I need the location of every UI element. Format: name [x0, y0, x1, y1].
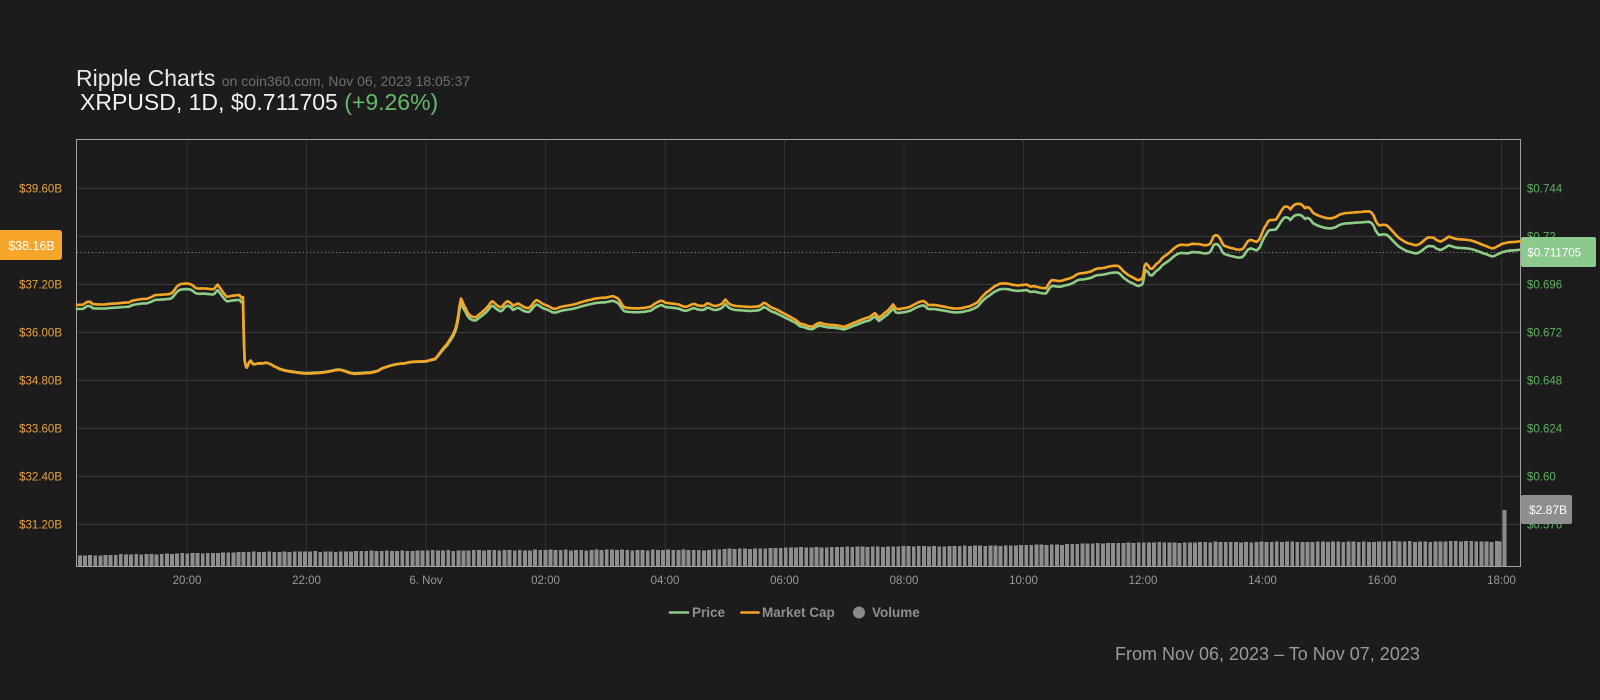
svg-text:Market Cap: Market Cap: [762, 605, 835, 620]
svg-text:02:00: 02:00: [531, 575, 560, 587]
svg-text:6. Nov: 6. Nov: [409, 575, 442, 587]
svg-text:20:00: 20:00: [173, 575, 202, 587]
svg-text:Price: Price: [692, 605, 726, 620]
svg-text:$0.60: $0.60: [1527, 472, 1556, 484]
svg-text:$2.87B: $2.87B: [1529, 503, 1567, 517]
svg-text:$0.624: $0.624: [1527, 424, 1563, 436]
svg-text:$37.20B: $37.20B: [19, 280, 62, 292]
svg-text:$0.711705: $0.711705: [1528, 247, 1582, 259]
svg-text:04:00: 04:00: [651, 575, 680, 587]
svg-text:14:00: 14:00: [1248, 575, 1277, 587]
svg-text:$32.40B: $32.40B: [19, 472, 62, 484]
svg-text:$38.16B: $38.16B: [8, 239, 55, 253]
svg-text:$33.60B: $33.60B: [19, 424, 62, 436]
svg-text:$0.648: $0.648: [1527, 376, 1562, 388]
svg-text:Volume: Volume: [872, 605, 920, 620]
svg-text:$39.60B: $39.60B: [19, 184, 62, 196]
svg-text:10:00: 10:00: [1009, 575, 1038, 587]
svg-text:$0.696: $0.696: [1527, 280, 1562, 292]
svg-text:22:00: 22:00: [292, 575, 321, 587]
svg-text:$0.672: $0.672: [1527, 328, 1562, 340]
svg-text:06:00: 06:00: [770, 575, 799, 587]
svg-text:16:00: 16:00: [1368, 575, 1397, 587]
svg-text:08:00: 08:00: [890, 575, 919, 587]
svg-text:$0.744: $0.744: [1527, 184, 1563, 196]
svg-text:$31.20B: $31.20B: [19, 520, 62, 532]
svg-text:$34.80B: $34.80B: [19, 376, 62, 388]
svg-text:18:00: 18:00: [1487, 575, 1516, 587]
svg-text:$36.00B: $36.00B: [19, 328, 62, 340]
svg-text:12:00: 12:00: [1129, 575, 1158, 587]
